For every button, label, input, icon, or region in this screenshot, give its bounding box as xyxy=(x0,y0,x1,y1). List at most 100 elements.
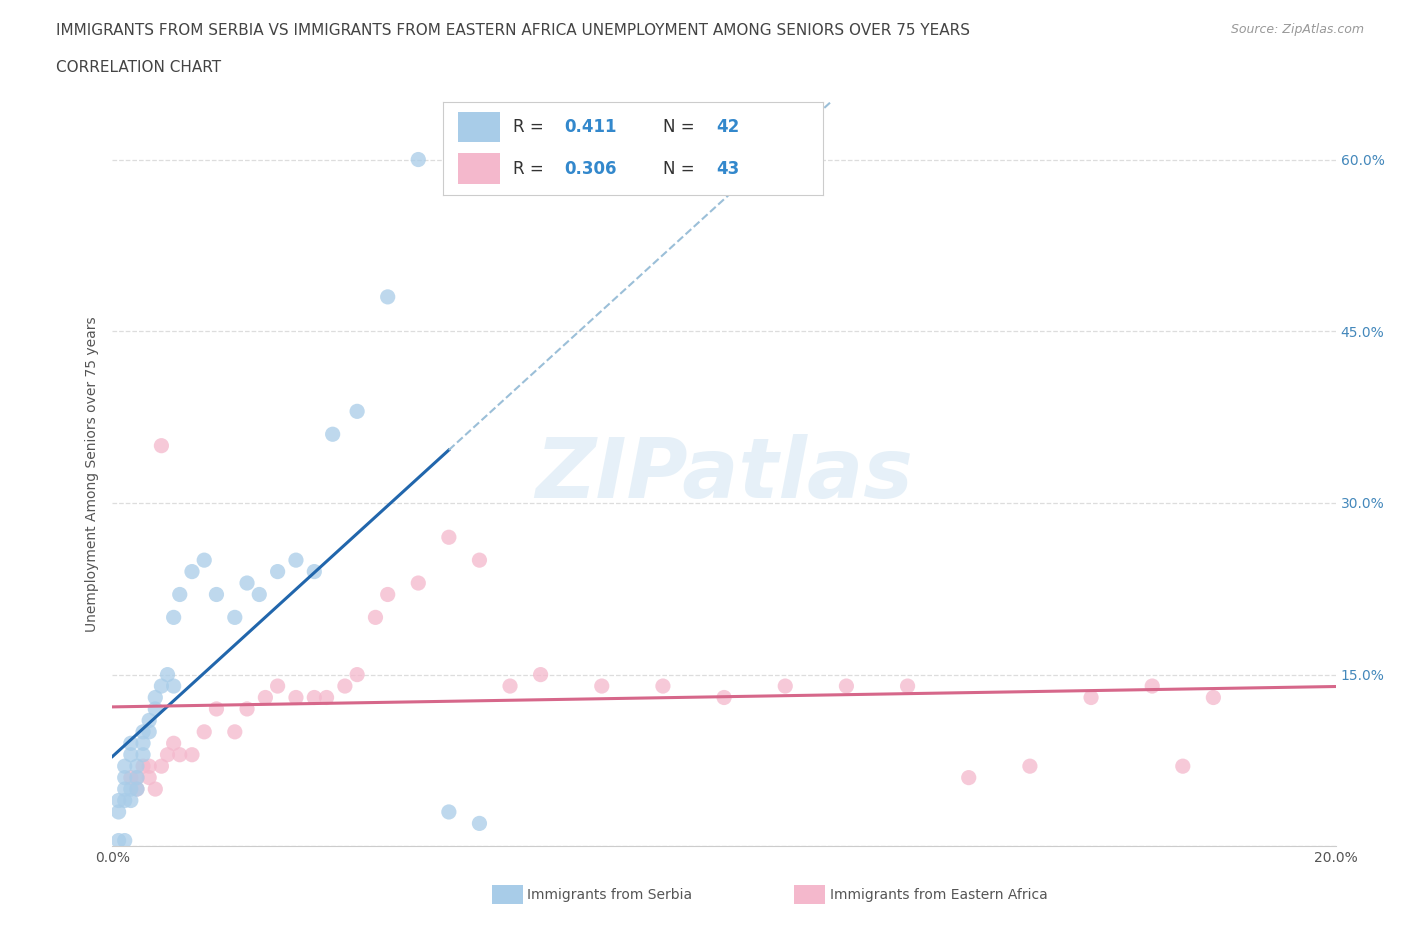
Point xyxy=(266,679,288,694)
Point xyxy=(1171,759,1194,774)
FancyBboxPatch shape xyxy=(458,112,501,142)
Text: Immigrants from Eastern Africa: Immigrants from Eastern Africa xyxy=(830,887,1047,902)
Point xyxy=(132,736,155,751)
Point xyxy=(120,770,142,785)
Point xyxy=(150,438,173,453)
Point xyxy=(169,748,191,763)
Point xyxy=(591,679,613,694)
Point xyxy=(138,770,160,785)
Y-axis label: Unemployment Among Seniors over 75 years: Unemployment Among Seniors over 75 years xyxy=(86,316,100,632)
Point xyxy=(304,690,326,705)
Point xyxy=(107,833,129,848)
Point xyxy=(163,610,186,625)
Point xyxy=(138,759,160,774)
Point xyxy=(181,748,204,763)
Point xyxy=(114,781,136,796)
Point xyxy=(125,781,148,796)
Point xyxy=(315,690,337,705)
Text: N =: N = xyxy=(664,160,700,179)
Text: 42: 42 xyxy=(716,118,740,137)
Point xyxy=(107,804,129,819)
Point xyxy=(224,610,246,625)
Point xyxy=(408,153,430,167)
Point xyxy=(132,724,155,739)
Point xyxy=(468,816,491,830)
Point xyxy=(437,804,460,819)
FancyBboxPatch shape xyxy=(458,153,501,184)
Point xyxy=(138,724,160,739)
Text: R =: R = xyxy=(513,118,550,137)
Point xyxy=(205,701,228,716)
Point xyxy=(364,610,387,625)
Point xyxy=(499,679,522,694)
Point xyxy=(120,793,142,808)
Point xyxy=(713,690,735,705)
Point xyxy=(304,565,326,579)
Point xyxy=(156,748,179,763)
Point xyxy=(163,679,186,694)
Point xyxy=(377,289,399,304)
Point xyxy=(1080,690,1102,705)
Point xyxy=(346,404,368,418)
Point xyxy=(107,793,129,808)
Point xyxy=(156,667,179,682)
Point xyxy=(468,552,491,567)
Point xyxy=(1018,759,1040,774)
Text: Immigrants from Serbia: Immigrants from Serbia xyxy=(527,887,692,902)
Point xyxy=(897,679,920,694)
Point xyxy=(247,587,270,602)
Point xyxy=(835,679,858,694)
Text: CORRELATION CHART: CORRELATION CHART xyxy=(56,60,221,75)
Point xyxy=(377,587,399,602)
Point xyxy=(125,781,148,796)
Text: 43: 43 xyxy=(716,160,740,179)
Point xyxy=(333,679,356,694)
Point xyxy=(266,565,288,579)
Point xyxy=(143,690,166,705)
Point xyxy=(408,576,430,591)
Text: 0.411: 0.411 xyxy=(564,118,617,137)
Text: IMMIGRANTS FROM SERBIA VS IMMIGRANTS FROM EASTERN AFRICA UNEMPLOYMENT AMONG SENI: IMMIGRANTS FROM SERBIA VS IMMIGRANTS FRO… xyxy=(56,23,970,38)
Point xyxy=(1142,679,1164,694)
Point xyxy=(322,427,344,442)
Point xyxy=(652,679,675,694)
Point xyxy=(163,736,186,751)
Point xyxy=(132,759,155,774)
Point xyxy=(114,833,136,848)
Point xyxy=(346,667,368,682)
Point xyxy=(205,587,228,602)
Point xyxy=(132,748,155,763)
Point xyxy=(138,713,160,728)
Point xyxy=(236,576,259,591)
Point xyxy=(114,770,136,785)
Point xyxy=(437,530,460,545)
Point xyxy=(150,759,173,774)
Point xyxy=(150,679,173,694)
Point xyxy=(125,770,148,785)
Text: ZIPatlas: ZIPatlas xyxy=(536,433,912,515)
Text: Source: ZipAtlas.com: Source: ZipAtlas.com xyxy=(1230,23,1364,36)
Point xyxy=(125,770,148,785)
Point xyxy=(169,587,191,602)
Point xyxy=(143,781,166,796)
Point xyxy=(236,701,259,716)
Point xyxy=(775,679,797,694)
Point xyxy=(284,690,308,705)
Point xyxy=(120,781,142,796)
Point xyxy=(957,770,980,785)
Point xyxy=(143,701,166,716)
Point xyxy=(114,759,136,774)
Point xyxy=(254,690,277,705)
Text: R =: R = xyxy=(513,160,550,179)
Point xyxy=(193,724,215,739)
Point xyxy=(120,748,142,763)
Point xyxy=(114,793,136,808)
Text: 0.306: 0.306 xyxy=(564,160,617,179)
Point xyxy=(1202,690,1225,705)
Point xyxy=(125,759,148,774)
Point xyxy=(120,736,142,751)
Point xyxy=(193,552,215,567)
Point xyxy=(224,724,246,739)
Point xyxy=(530,667,553,682)
Point xyxy=(181,565,204,579)
